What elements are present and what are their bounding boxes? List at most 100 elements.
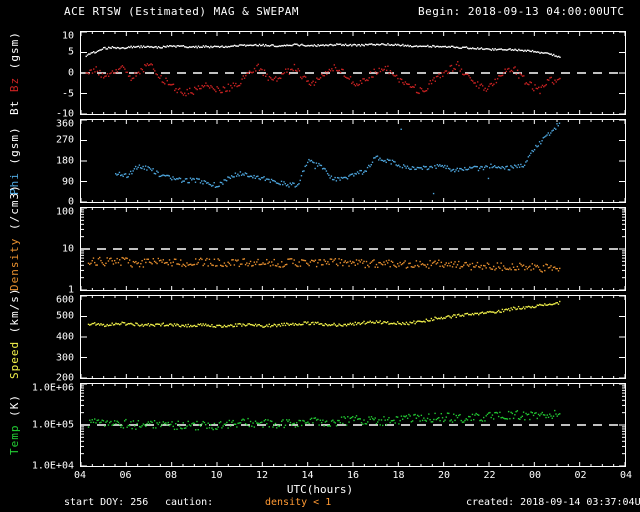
data-point	[404, 260, 406, 262]
data-point	[95, 324, 97, 326]
data-point	[490, 311, 492, 313]
data-point	[165, 77, 167, 79]
data-point	[510, 268, 512, 271]
data-point	[146, 423, 148, 425]
data-point	[478, 87, 480, 89]
data-point	[137, 420, 140, 422]
data-point	[394, 422, 396, 424]
data-point	[349, 76, 352, 78]
data-point	[188, 263, 191, 266]
data-point	[148, 325, 151, 327]
series-speed	[87, 300, 561, 328]
data-point	[324, 421, 327, 423]
data-point	[153, 325, 156, 327]
data-point	[273, 258, 275, 261]
data-point	[391, 419, 394, 422]
data-point	[316, 165, 319, 167]
data-point	[267, 79, 269, 81]
data-point	[517, 164, 520, 166]
data-point	[414, 413, 416, 416]
data-point	[552, 415, 555, 417]
data-point	[515, 165, 517, 167]
data-point	[277, 77, 279, 80]
series-temp	[87, 409, 561, 431]
y-tick-label: 1.0E+06	[31, 382, 74, 394]
data-point	[342, 325, 344, 327]
data-point	[484, 166, 486, 169]
data-point	[555, 55, 557, 57]
data-point	[377, 421, 379, 423]
data-point	[372, 321, 374, 323]
data-point	[372, 260, 374, 262]
data-point	[192, 45, 195, 48]
data-point	[217, 45, 220, 48]
data-point	[278, 45, 281, 47]
data-point	[264, 419, 267, 421]
data-point	[418, 45, 420, 47]
data-point	[483, 89, 485, 91]
data-point	[453, 46, 455, 48]
data-point	[393, 264, 395, 266]
data-point	[148, 261, 151, 263]
data-point	[243, 77, 246, 79]
data-point	[385, 161, 387, 164]
data-point	[396, 263, 399, 265]
data-point	[333, 44, 336, 46]
data-point	[424, 166, 426, 168]
data-point	[555, 128, 557, 130]
data-point	[309, 323, 312, 326]
data-point	[237, 45, 240, 47]
data-point	[465, 46, 468, 48]
data-point	[394, 43, 397, 45]
data-point	[379, 70, 382, 73]
data-point	[278, 183, 280, 185]
data-point	[216, 324, 218, 327]
data-point	[180, 45, 182, 47]
data-point	[410, 86, 413, 88]
data-point	[213, 182, 215, 184]
data-point	[141, 68, 144, 71]
data-point	[367, 421, 369, 423]
data-point	[475, 312, 477, 315]
data-point	[241, 263, 243, 265]
data-point	[481, 268, 484, 270]
data-point	[158, 175, 161, 178]
data-point	[471, 312, 474, 315]
data-point	[358, 43, 360, 46]
data-point	[305, 422, 308, 424]
data-point	[126, 71, 129, 74]
data-point	[474, 165, 476, 168]
plot-area-temp	[81, 384, 625, 466]
data-point	[227, 176, 229, 178]
data-point	[263, 69, 266, 71]
panel-speed	[80, 295, 626, 379]
data-point	[349, 174, 351, 176]
data-point	[379, 43, 382, 46]
data-point	[536, 417, 538, 420]
data-point	[295, 422, 298, 424]
data-point	[506, 309, 509, 311]
data-point	[380, 159, 382, 161]
data-point	[115, 262, 117, 264]
data-point	[538, 141, 541, 143]
x-tick-label: 22	[483, 470, 496, 481]
data-point	[208, 46, 211, 49]
data-point	[136, 262, 138, 265]
data-point	[278, 266, 280, 268]
data-point	[405, 83, 408, 85]
data-point	[145, 425, 147, 428]
data-point	[525, 412, 527, 415]
data-point	[397, 77, 399, 80]
data-point	[157, 46, 160, 48]
data-point	[323, 425, 325, 427]
data-point	[289, 421, 292, 424]
data-point	[253, 174, 255, 177]
data-point	[462, 46, 464, 48]
data-point	[487, 311, 490, 313]
data-point	[127, 75, 130, 77]
data-point	[360, 322, 363, 325]
data-point	[489, 48, 491, 51]
data-point	[354, 44, 357, 46]
data-point	[197, 261, 199, 264]
data-point	[144, 64, 146, 66]
